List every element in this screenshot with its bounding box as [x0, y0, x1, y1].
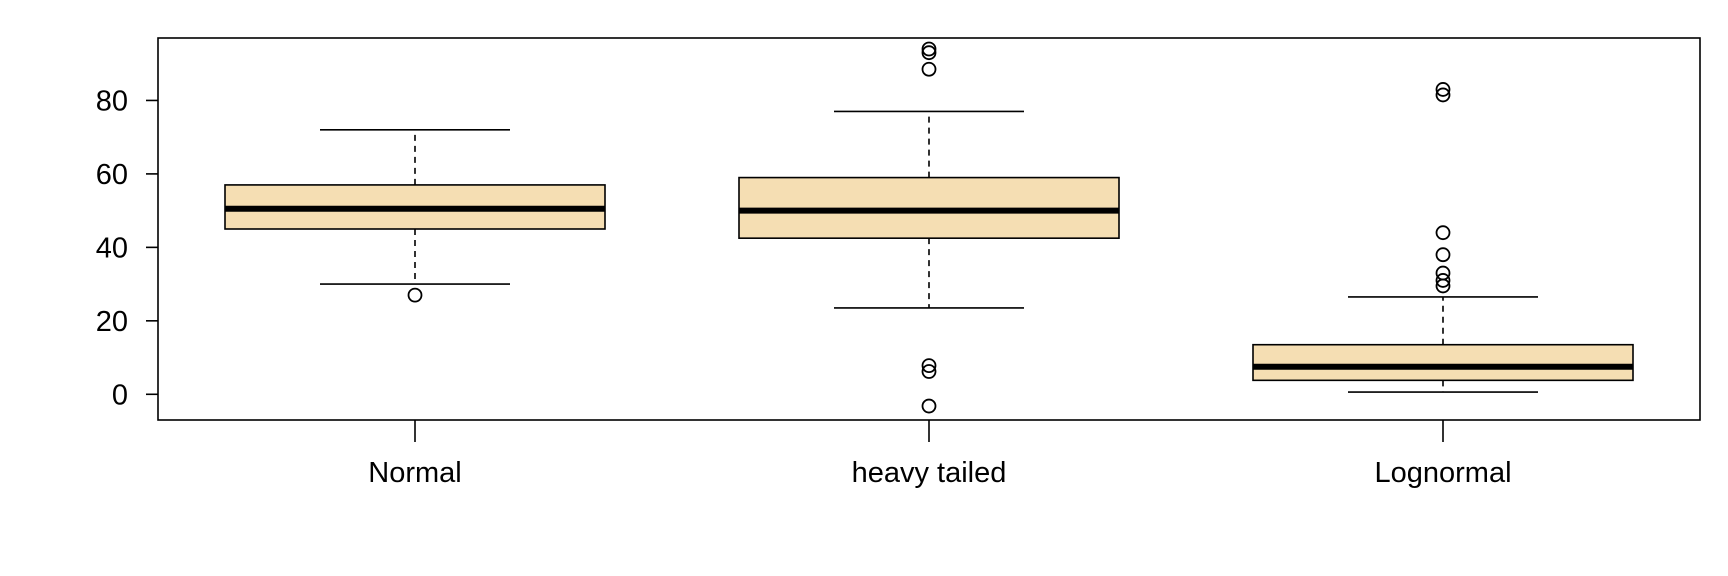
outlier-point — [1435, 265, 1451, 281]
outlier-point — [1435, 225, 1451, 241]
x-axis: Normal heavy tailed Lognormal — [368, 420, 1512, 489]
outlier-point — [407, 287, 423, 303]
box-group — [738, 41, 1120, 414]
outlier-point — [921, 45, 937, 61]
x-tick-label: Normal — [368, 457, 461, 489]
y-tick-label: 0 — [112, 379, 128, 411]
boxes — [224, 41, 1634, 414]
y-tick-label: 40 — [96, 232, 128, 264]
outlier-point — [1435, 87, 1451, 103]
outlier-point — [921, 364, 937, 379]
outlier-point — [921, 41, 937, 57]
y-tick-label: 80 — [96, 85, 128, 117]
y-tick-label: 60 — [96, 159, 128, 191]
outlier-point — [1435, 273, 1451, 288]
y-axis: 0 20 40 60 80 — [96, 85, 158, 411]
x-tick-label: Lognormal — [1374, 457, 1511, 489]
outlier-point — [921, 358, 937, 374]
x-tick-label: heavy tailed — [852, 457, 1007, 489]
outlier-point — [921, 61, 937, 77]
outlier-point — [1435, 247, 1451, 263]
iqr-box — [1252, 343, 1634, 382]
box-group — [1252, 82, 1634, 393]
box-group — [224, 129, 606, 303]
outlier-point — [1435, 82, 1451, 97]
y-tick-label: 20 — [96, 306, 128, 338]
outlier-point — [921, 398, 937, 414]
